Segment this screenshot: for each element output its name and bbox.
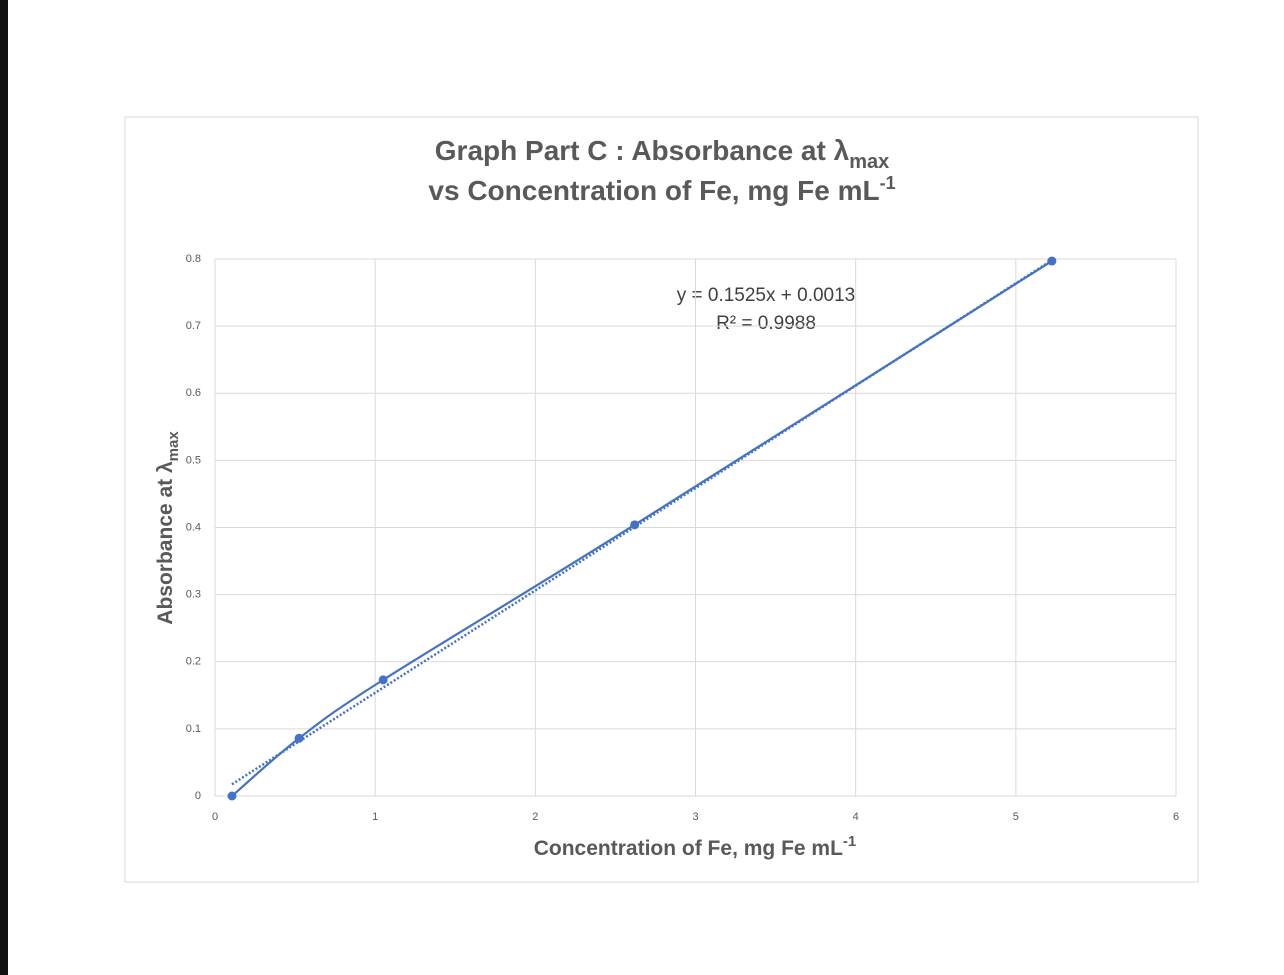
title-subscript: max xyxy=(849,151,889,173)
y-tick-label: 0.7 xyxy=(186,320,201,332)
y-tick-label: 0.8 xyxy=(186,253,201,265)
y-tick-label: 0.1 xyxy=(186,723,201,735)
x-tick-label: 5 xyxy=(1013,811,1019,823)
y-tick-label: 0 xyxy=(195,790,201,802)
chart-title: Graph Part C : Absorbance at λmax xyxy=(435,135,889,173)
y-tick-label: 0.6 xyxy=(186,387,201,399)
x-tick-label: 2 xyxy=(532,811,538,823)
data-point xyxy=(630,520,640,530)
y-label-text: Absorbance at λ xyxy=(154,461,177,625)
x-tick-label: 1 xyxy=(372,811,378,823)
y-label-subscript: max xyxy=(165,431,182,462)
trendline-equation: y = 0.1525x + 0.0013 xyxy=(677,285,856,306)
trendline-r2: R² = 0.9988 xyxy=(716,313,816,334)
y-tick-label: 0.3 xyxy=(186,589,201,601)
x-tick-label: 4 xyxy=(853,811,859,823)
x-label-superscript: -1 xyxy=(843,833,856,850)
y-tick-label: 0.4 xyxy=(186,521,201,533)
data-point xyxy=(294,733,304,743)
data-point xyxy=(1047,256,1057,266)
title-text: vs Concentration of Fe, mg Fe mL xyxy=(428,175,879,206)
y-tick-label: 0.2 xyxy=(186,656,201,668)
x-tick-label: 0 xyxy=(212,811,218,823)
x-tick-label: 3 xyxy=(692,811,698,823)
x-tick-label: 6 xyxy=(1173,811,1179,823)
title-text: Graph Part C : Absorbance at λ xyxy=(435,135,850,166)
y-axis-label: Absorbance at λmax xyxy=(154,431,182,625)
title-superscript: -1 xyxy=(880,173,896,193)
data-point xyxy=(378,675,388,685)
x-axis-label: Concentration of Fe, mg Fe mL-1 xyxy=(534,833,857,860)
x-label-text: Concentration of Fe, mg Fe mL xyxy=(534,837,843,860)
data-point xyxy=(227,791,237,801)
y-tick-label: 0.5 xyxy=(186,454,201,466)
window-edge xyxy=(0,0,8,975)
chart-title: vs Concentration of Fe, mg Fe mL-1 xyxy=(428,173,895,206)
chart-frame xyxy=(124,116,1199,883)
